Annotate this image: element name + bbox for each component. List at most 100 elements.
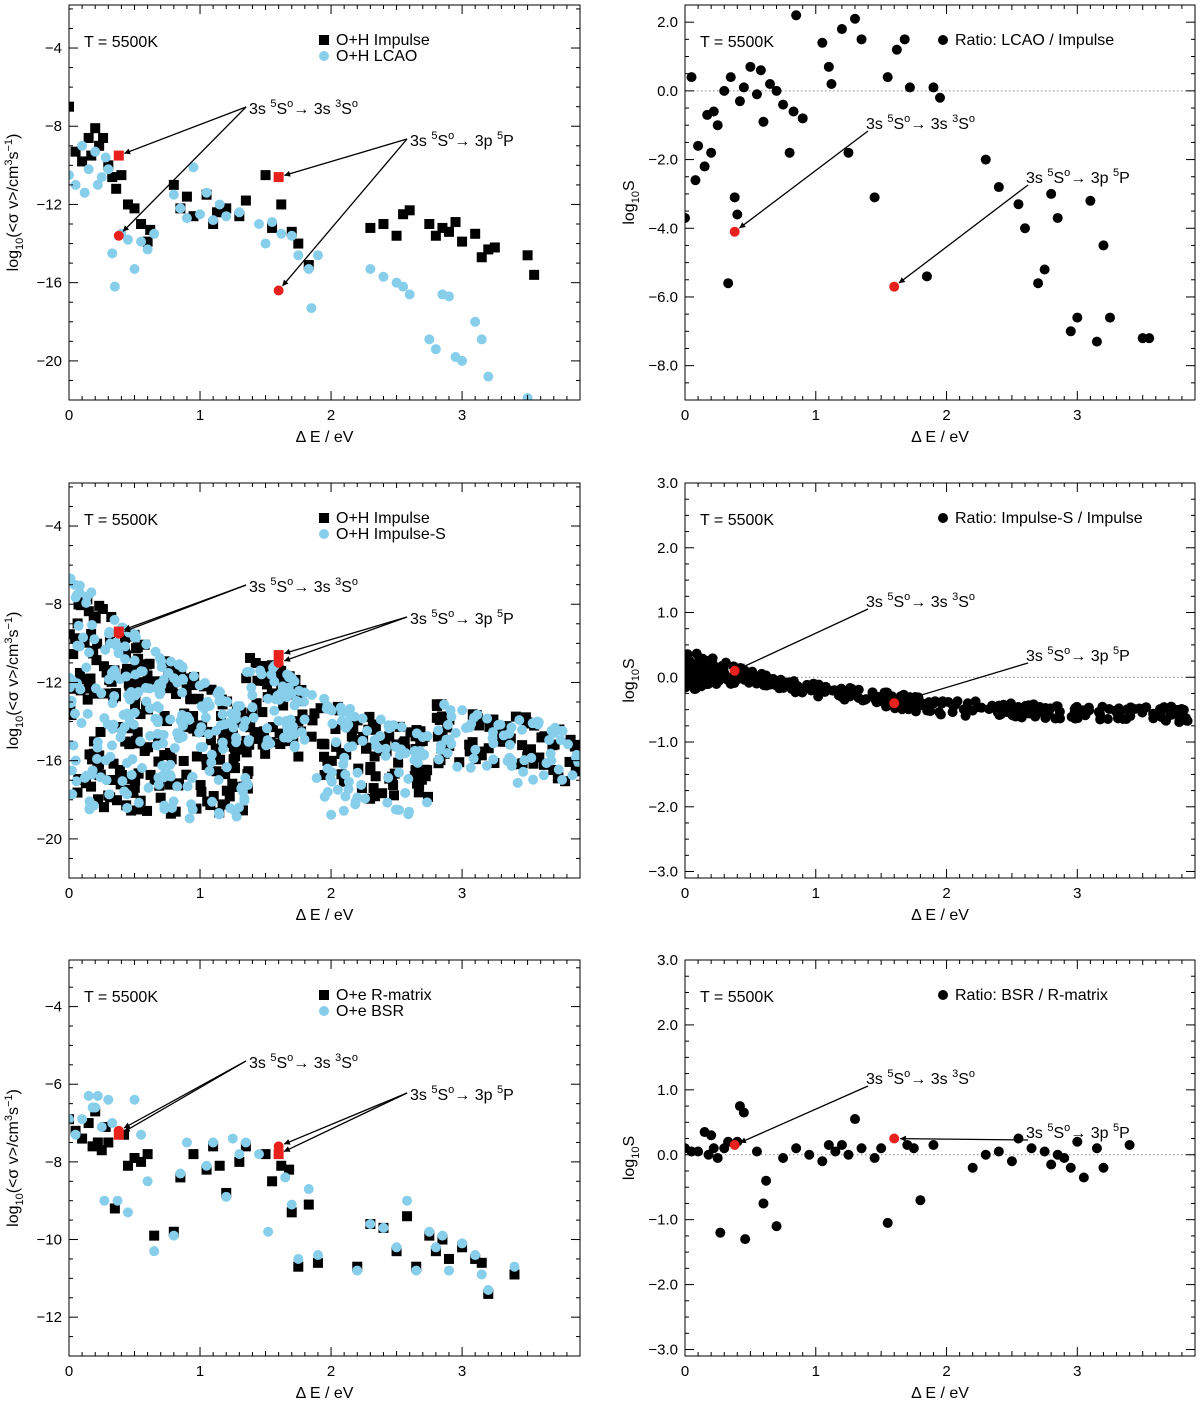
data-point (152, 717, 163, 728)
data-point (514, 715, 525, 726)
data-point (129, 263, 140, 274)
data-markers (69, 101, 540, 400)
data-point (388, 779, 399, 790)
y-tick-label: 1.0 (657, 1082, 678, 1099)
data-point (483, 371, 494, 382)
data-point (240, 716, 251, 727)
legend-label: O+H LCAO (336, 48, 417, 65)
x-tick-label: 0 (65, 885, 73, 902)
y-tick-label: −12 (37, 1309, 62, 1326)
data-point (529, 269, 540, 280)
annotation-label: 3s 5So→ 3p 5P (1026, 1122, 1130, 1142)
y-tick-label: 3.0 (657, 952, 678, 969)
data-point (371, 741, 382, 752)
data-point (247, 690, 258, 701)
data-point (167, 679, 178, 690)
data-point (437, 731, 448, 742)
data-point (76, 717, 87, 728)
data-point (260, 1149, 271, 1160)
x-tick-label: 3 (1073, 885, 1081, 902)
y-tick-label: −4 (45, 518, 62, 535)
data-point (289, 742, 300, 753)
data-point (375, 714, 386, 725)
data-point (935, 709, 946, 720)
data-point (1156, 705, 1167, 716)
data-point (217, 709, 228, 720)
data-point (719, 85, 730, 96)
data-markers (69, 1090, 520, 1299)
data-point (548, 765, 559, 776)
data-point (267, 217, 278, 228)
annotation-label: 3s 5So→ 3s 3So (249, 98, 358, 118)
data-point (149, 228, 160, 239)
data-point (369, 751, 380, 762)
data-point (120, 736, 131, 747)
data-point (231, 737, 242, 748)
data-point (409, 771, 420, 782)
data-point (410, 765, 421, 776)
data-point (288, 729, 299, 740)
data-point (1022, 708, 1033, 719)
data-point (788, 106, 799, 117)
data-point (214, 199, 225, 210)
data-point (201, 759, 212, 770)
data-point (70, 179, 81, 190)
data-markers (685, 1101, 1135, 1245)
data-point (233, 802, 244, 813)
x-axis-label: Δ E / eV (911, 429, 969, 446)
data-point (538, 770, 549, 781)
data-point (876, 1143, 887, 1154)
data-point (685, 654, 691, 665)
data-point (925, 706, 936, 717)
data-point (158, 729, 169, 740)
data-point (352, 1265, 363, 1276)
data-point (83, 606, 94, 617)
data-point (457, 705, 468, 716)
x-tick-label: 3 (458, 885, 466, 902)
data-point (1166, 701, 1177, 712)
y-axis-label: log10S (621, 180, 642, 224)
highlight-point (729, 1140, 740, 1151)
data-point (267, 1176, 278, 1187)
data-point (472, 709, 483, 720)
data-point (306, 303, 317, 314)
data-point (1091, 1143, 1102, 1154)
data-point (343, 784, 354, 795)
data-point (380, 750, 391, 761)
data-point (1105, 312, 1115, 323)
data-point (523, 745, 534, 756)
data-point (348, 734, 359, 745)
data-point (149, 1230, 160, 1241)
data-point (685, 665, 691, 676)
data-point (172, 781, 183, 792)
data-point (921, 271, 932, 282)
data-point (260, 170, 271, 181)
data-point (142, 244, 153, 255)
legend-marker (319, 529, 329, 539)
data-point (217, 737, 228, 748)
data-markers (685, 648, 1193, 728)
data-point (720, 657, 731, 668)
data-markers (69, 573, 580, 824)
data-point (1069, 704, 1080, 715)
data-point (289, 700, 300, 711)
data-point (345, 703, 356, 714)
data-point (470, 316, 481, 327)
data-point (294, 685, 305, 696)
data-point (126, 769, 137, 780)
data-point (1098, 1162, 1109, 1173)
data-point (212, 207, 223, 218)
data-point (741, 668, 752, 679)
annotation-arrow (283, 1092, 408, 1145)
data-point (101, 775, 112, 786)
data-point (778, 1153, 789, 1163)
data-point (1102, 713, 1113, 724)
data-point (378, 1222, 389, 1233)
data-point (1033, 278, 1044, 289)
data-point (721, 672, 732, 683)
data-point (528, 774, 539, 785)
data-point (293, 1253, 304, 1264)
data-point (375, 730, 386, 741)
y-tick-label: 0.0 (657, 669, 678, 686)
data-point (526, 752, 537, 763)
